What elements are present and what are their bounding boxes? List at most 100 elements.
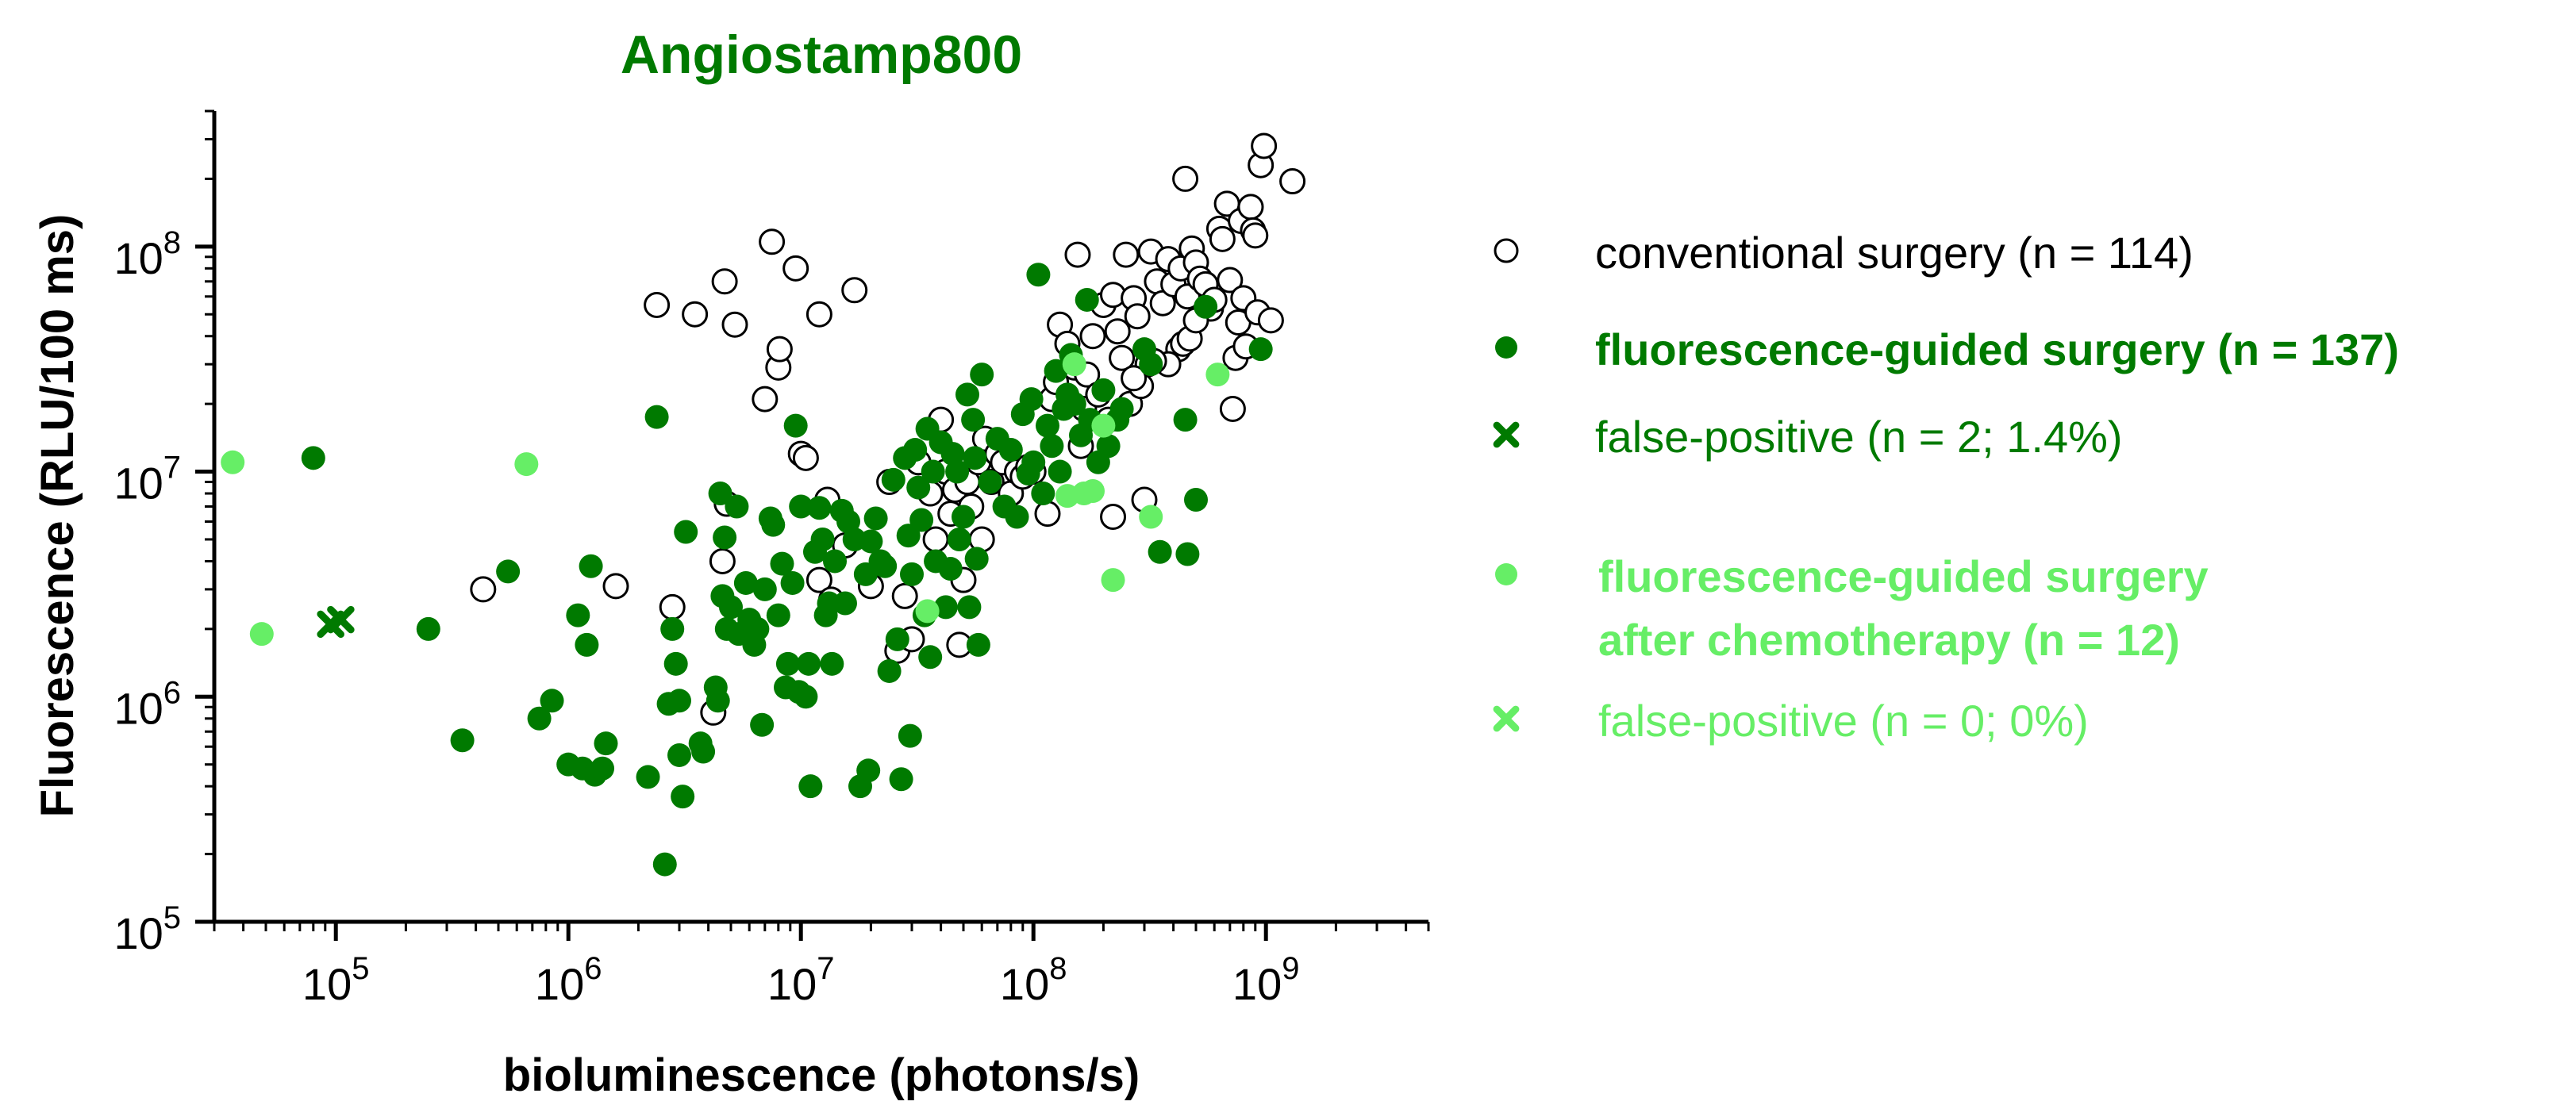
data-point <box>719 595 744 620</box>
data-point <box>1257 307 1284 334</box>
data-point <box>1048 459 1072 484</box>
data-point <box>947 527 971 551</box>
data-point <box>940 442 965 466</box>
data-point <box>945 459 970 484</box>
data-point <box>796 651 821 676</box>
data-point <box>416 616 440 641</box>
x-axis-ticks: 105 106 107 108 109 <box>213 922 1430 1009</box>
data-point <box>1184 487 1209 512</box>
data-point <box>909 508 934 532</box>
data-point <box>906 475 931 500</box>
data-point <box>579 554 603 578</box>
data-point <box>1113 241 1140 268</box>
data-point <box>691 739 716 764</box>
data-point <box>1064 241 1091 268</box>
legend-marker-cross <box>1493 705 1520 732</box>
series-3 <box>317 605 355 639</box>
data-point <box>527 706 552 731</box>
data-point <box>885 627 909 651</box>
data-point <box>1080 479 1105 504</box>
data-point <box>1175 542 1200 566</box>
legend-label: fluorescence-guided surgery (n = 137) <box>1595 324 2399 374</box>
x-tick-label: 107 <box>767 951 835 1009</box>
data-point <box>709 547 736 574</box>
data-point <box>1173 408 1198 432</box>
data-point <box>820 651 844 676</box>
data-point <box>711 268 738 295</box>
data-point <box>938 557 963 581</box>
data-point <box>770 551 794 576</box>
data-point <box>540 689 564 713</box>
data-point <box>1219 395 1246 422</box>
data-point <box>667 743 691 767</box>
data-point <box>1174 283 1201 310</box>
legend-entry: fluorescence-guided surgery after chemoth… <box>1495 551 2209 665</box>
data-point <box>652 852 677 877</box>
x-tick-label: 109 <box>1232 951 1300 1009</box>
data-point <box>1062 392 1086 416</box>
data-point <box>660 616 685 641</box>
data-point <box>1075 287 1099 312</box>
data-point <box>961 408 986 432</box>
data-point <box>301 446 325 470</box>
data-point <box>725 494 749 519</box>
data-point <box>918 645 943 670</box>
legend-marker-open-circle <box>1494 238 1519 263</box>
data-point <box>805 566 832 593</box>
y-axis-label: Fluorescence (RLU/100 ms) <box>32 214 83 818</box>
data-point <box>1109 397 1134 421</box>
data-point <box>706 689 730 713</box>
y-tick-label: 108 <box>113 225 181 283</box>
data-point <box>766 603 790 627</box>
data-point <box>1194 294 1218 319</box>
data-point <box>327 605 355 634</box>
data-point <box>1237 194 1264 221</box>
data-point <box>470 576 497 603</box>
series-2 <box>301 263 1273 877</box>
data-point <box>1104 318 1131 345</box>
data-point <box>863 506 888 531</box>
data-point <box>903 438 928 462</box>
data-point <box>1034 501 1061 528</box>
data-point <box>249 622 274 647</box>
data-point <box>955 382 979 407</box>
data-point <box>1217 267 1244 294</box>
data-point <box>899 562 924 586</box>
y-tick-label: 105 <box>113 900 181 958</box>
legend-label: fluorescence-guided surgery <box>1598 551 2209 601</box>
data-point <box>708 482 732 506</box>
data-point <box>602 573 629 600</box>
legend-label: false-positive (n = 2; 1.4%) <box>1595 412 2123 462</box>
y-tick-label: 107 <box>113 451 181 508</box>
data-point <box>713 525 737 550</box>
data-point <box>782 255 809 282</box>
data-point <box>759 228 786 255</box>
x-axis-label: bioluminescence (photons/s) <box>503 1050 1140 1101</box>
data-point <box>921 459 945 484</box>
legend-entry: false-positive (n = 0; 0%) <box>1493 696 2089 746</box>
data-point <box>1091 378 1116 402</box>
data-point <box>1091 413 1116 438</box>
data-point <box>1031 482 1055 506</box>
data-point <box>1139 505 1163 529</box>
data-point <box>775 651 800 676</box>
x-tick-label: 106 <box>535 951 602 1009</box>
chart-title: Angiostamp800 <box>621 25 1022 85</box>
data-point <box>1205 363 1230 387</box>
data-point <box>1209 225 1236 252</box>
data-point <box>221 450 245 474</box>
data-point <box>766 336 793 363</box>
data-point <box>659 593 686 620</box>
data-point <box>745 616 770 641</box>
data-point <box>1172 165 1199 192</box>
x-tick-label: 108 <box>1000 951 1067 1009</box>
data-point <box>733 570 758 595</box>
data-point <box>1035 413 1059 438</box>
data-point <box>922 526 949 553</box>
data-point <box>805 301 832 328</box>
data-point <box>674 520 698 544</box>
data-point <box>1005 505 1029 529</box>
data-point <box>1148 539 1172 564</box>
series-4 <box>221 352 1230 647</box>
